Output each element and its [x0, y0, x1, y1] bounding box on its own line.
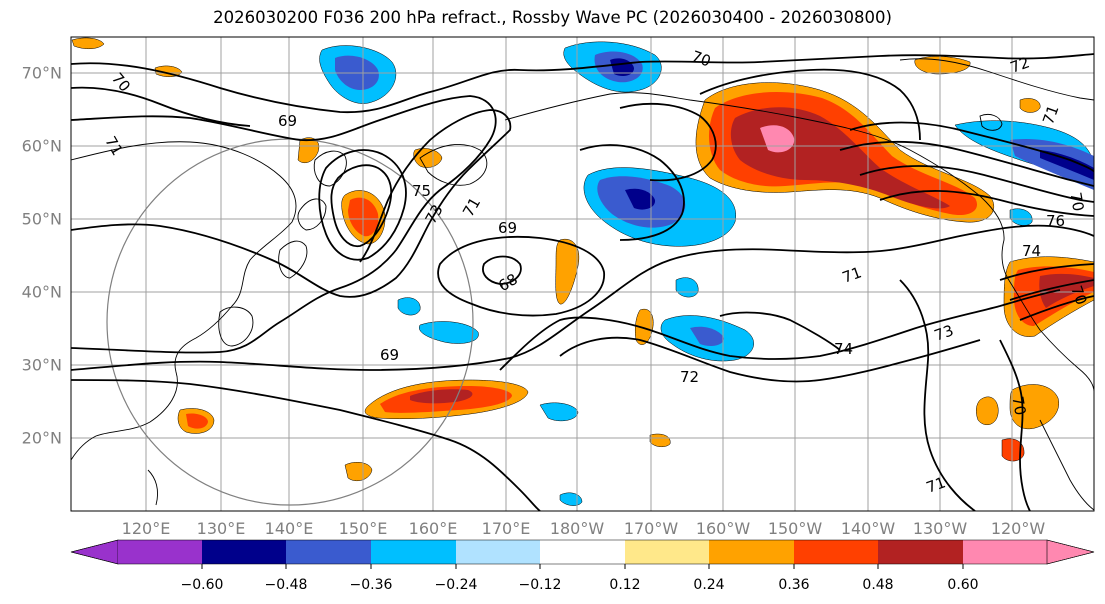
- positive-anomaly-patch: [154, 65, 183, 77]
- contour-label: 69: [380, 346, 399, 364]
- colorbar-max-extend: [1046, 539, 1095, 565]
- contour-label: 71: [1039, 103, 1062, 127]
- colorbar-tick-label: 0.24: [693, 577, 725, 593]
- colorbar-segment: [963, 540, 1047, 564]
- lat-label: 50°N: [21, 209, 62, 229]
- colorbar-segment: [540, 540, 625, 564]
- colorbar-tick-label: 0.60: [947, 577, 979, 593]
- colorbar-segment: [456, 540, 540, 564]
- lon-label: 170°E: [481, 519, 531, 538]
- colorbar-tick-label: −0.60: [180, 577, 224, 593]
- negative-anomaly-patch: [675, 277, 699, 298]
- colorbar-segment: [371, 540, 456, 564]
- contour-label: 72: [1008, 53, 1032, 76]
- positive-anomaly-patch: [186, 413, 208, 429]
- colorbar-segment: [625, 540, 709, 564]
- lon-label: 140°W: [840, 519, 896, 538]
- negative-anomaly-patch: [1040, 150, 1094, 180]
- lon-label: 140°E: [264, 519, 314, 538]
- negative-anomaly-patch: [559, 492, 583, 506]
- lon-label: 160°W: [695, 519, 751, 538]
- contour-label: 69: [498, 219, 517, 237]
- colorbar-tick-label: −0.36: [349, 577, 393, 593]
- lon-label: 180°W: [549, 519, 605, 538]
- negative-anomaly-patch: [1010, 138, 1094, 190]
- contour-label: 70: [1067, 283, 1090, 307]
- contour-label: 71: [459, 194, 484, 220]
- colorbar-segment: [286, 540, 371, 564]
- refractivity-contours: [71, 53, 1094, 511]
- negative-anomaly-patch: [1009, 208, 1033, 226]
- positive-anomaly-patch: [410, 389, 473, 404]
- contour-label: 73: [932, 321, 956, 344]
- contour-label: 70: [1066, 191, 1087, 213]
- lat-label: 20°N: [21, 428, 62, 448]
- positive-anomaly-patch: [344, 462, 373, 481]
- contour-label: 70: [689, 47, 713, 70]
- contour-label: 71: [101, 133, 126, 159]
- positive-anomaly-patch: [976, 396, 999, 426]
- coastlines: [71, 58, 1094, 511]
- colorbar-tick-label: 0.12: [609, 577, 641, 593]
- chart-title: 2026030200 F036 200 hPa refract., Rossby…: [213, 8, 892, 27]
- contour-label: 71: [840, 263, 864, 286]
- colorbar-outline: [70, 539, 1095, 565]
- negative-anomaly-patch: [418, 321, 479, 344]
- colorbar-segment: [118, 540, 202, 564]
- positive-anomaly-patch: [297, 137, 320, 163]
- colorbar-tick-label: −0.48: [264, 577, 308, 593]
- lon-label: 120°W: [990, 519, 1046, 538]
- colorbar-tick-label: −0.12: [518, 577, 562, 593]
- contour-label: 75: [412, 182, 431, 200]
- colorbar: [70, 539, 1095, 565]
- lon-label: 150°E: [338, 519, 388, 538]
- colorbar-segment: [794, 540, 878, 564]
- map-frame: [70, 36, 1095, 512]
- lat-label: 30°N: [21, 355, 62, 375]
- contour-labels: 70 69 71 75 73 71 69 68 69 72 74 73 71 7…: [101, 47, 1090, 497]
- contour-label: 71: [924, 473, 948, 496]
- lon-label: 170°W: [623, 519, 679, 538]
- positive-anomaly-patch: [71, 37, 105, 49]
- colorbar-tick-label: 0.36: [778, 577, 810, 593]
- contour-label: 70: [1008, 395, 1029, 417]
- lon-label: 160°E: [408, 519, 458, 538]
- lat-label: 60°N: [21, 136, 62, 156]
- lat-label: 40°N: [21, 282, 62, 302]
- lon-label: 120°E: [121, 519, 171, 538]
- lon-label: 150°W: [767, 519, 823, 538]
- colorbar-tick-label: 0.48: [862, 577, 894, 593]
- contour-label: 74: [1022, 242, 1041, 260]
- colorbar-min-extend: [70, 539, 119, 565]
- colorbar-segment: [878, 540, 963, 564]
- positive-anomaly-patch: [1019, 98, 1041, 113]
- contour-label: 69: [278, 112, 297, 130]
- shaded-anomaly-field: [71, 37, 1094, 506]
- contour-label: 74: [834, 340, 853, 358]
- contour-label: 76: [1046, 212, 1065, 230]
- negative-anomaly-patch: [539, 402, 579, 422]
- lon-label: 130°W: [912, 519, 968, 538]
- contour-label: 68: [495, 270, 521, 295]
- positive-anomaly-patch: [1001, 438, 1025, 462]
- positive-anomaly-patch: [555, 238, 580, 305]
- negative-anomaly-patch: [625, 188, 656, 210]
- positive-anomaly-patch: [649, 433, 671, 447]
- colorbar-tick-label: −0.24: [434, 577, 478, 593]
- negative-anomaly-patch: [690, 326, 724, 346]
- colorbar-segment: [709, 540, 794, 564]
- colorbar-ticks: [201, 564, 964, 569]
- negative-anomaly-patch: [397, 297, 421, 316]
- map-gridlines: [71, 37, 1094, 511]
- contour-label: 72: [680, 368, 699, 386]
- positive-anomaly-patch: [413, 148, 443, 168]
- lon-label: 130°E: [196, 519, 246, 538]
- lat-label: 70°N: [21, 63, 62, 83]
- colorbar-segment: [202, 540, 286, 564]
